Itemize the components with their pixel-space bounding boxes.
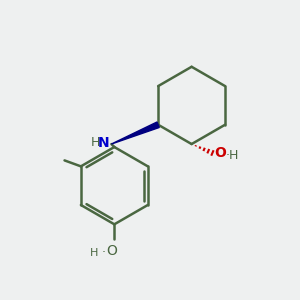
Text: O: O xyxy=(214,146,226,160)
Text: O: O xyxy=(106,244,117,258)
Text: H: H xyxy=(90,248,98,257)
Text: ·H: ·H xyxy=(226,149,239,162)
Polygon shape xyxy=(111,122,159,144)
Text: N: N xyxy=(98,136,109,150)
Text: ·: · xyxy=(101,246,105,259)
Text: H: H xyxy=(91,136,100,149)
